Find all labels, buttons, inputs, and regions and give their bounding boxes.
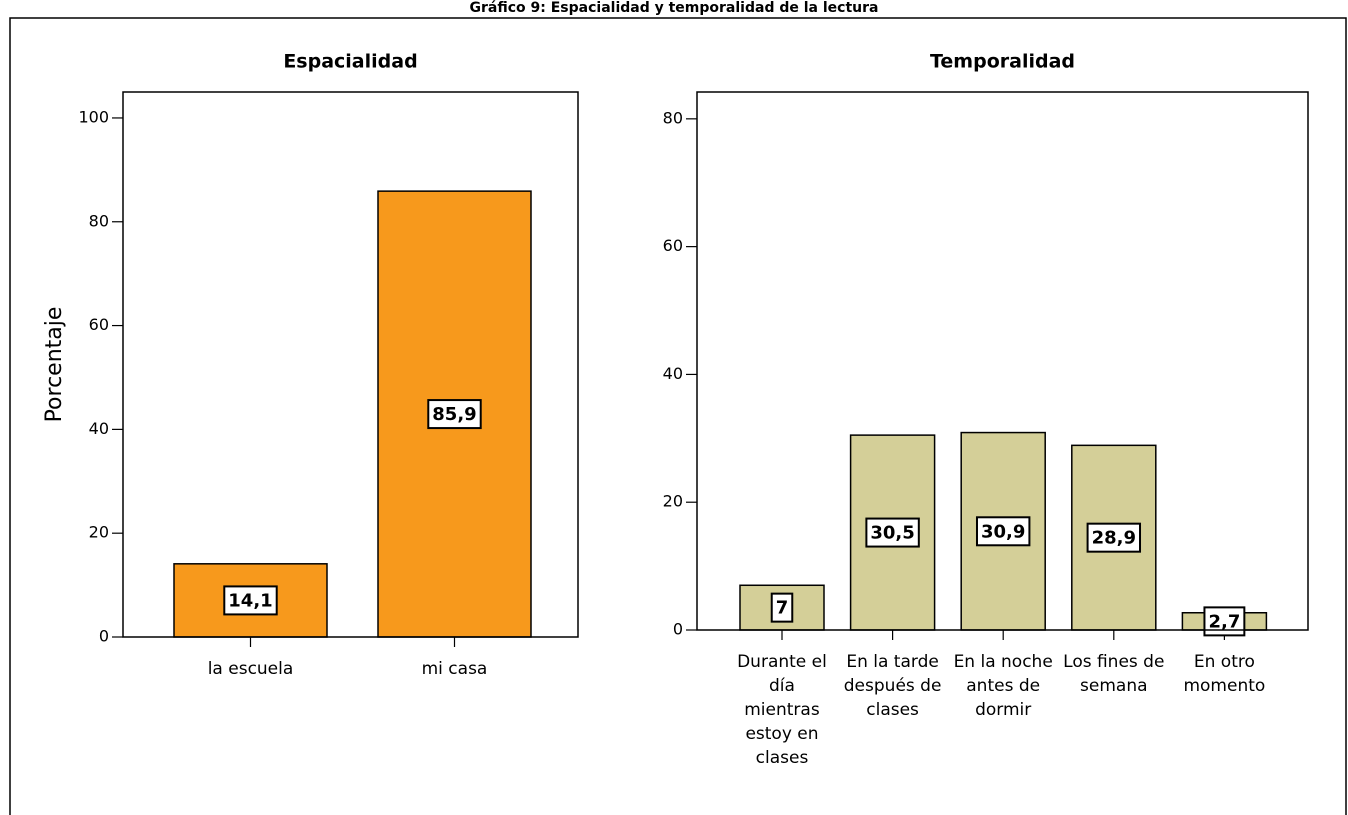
- x-tick-label: En la noche antes de dormir: [953, 652, 1053, 720]
- x-tick-label-box: En la noche antes de dormir: [953, 652, 1053, 720]
- value-label-box: [223, 585, 278, 616]
- x-tick-label: En la tarde después de clases: [843, 652, 942, 720]
- x-tick-label-box: Los fines de semana: [1063, 652, 1165, 696]
- x-tick-label: Durante el día mientras estoy en clases: [737, 652, 827, 768]
- value-label-box: [770, 592, 794, 623]
- x-tick-label: la escuela: [207, 659, 294, 679]
- x-tick-label-box: mi casa: [421, 659, 488, 679]
- page-title: Gráfico 9: Espacialidad y temporalidad d…: [470, 0, 879, 16]
- y-tick-label: 20: [663, 492, 683, 511]
- y-tick-label: 40: [663, 364, 683, 383]
- plot-frame: [122, 91, 579, 638]
- y-tick-label: 20: [89, 523, 109, 542]
- y-tick-label: 80: [89, 211, 109, 230]
- y-tick-label: 60: [663, 236, 683, 255]
- x-tick-label-box: Durante el día mientras estoy en clases: [737, 652, 827, 768]
- value-label: 7: [776, 598, 789, 619]
- value-label-box: [975, 516, 1031, 547]
- y-tick-label: 40: [89, 419, 109, 438]
- y-tick-label: 80: [663, 108, 683, 127]
- value-label: 30,5: [870, 523, 914, 544]
- chart-title: Espacialidad: [283, 51, 417, 73]
- plot-frame: [696, 91, 1309, 631]
- value-label-box: [865, 517, 920, 548]
- chart-title: Temporalidad: [930, 51, 1075, 73]
- value-label-box: [427, 399, 482, 430]
- value-label: 2,7: [1208, 611, 1240, 632]
- x-tick-label: En otro momento: [1183, 652, 1266, 696]
- x-tick-label: mi casa: [421, 659, 488, 679]
- value-label: 30,9: [981, 521, 1025, 542]
- y-axis-label: Porcentaje: [42, 307, 67, 423]
- x-tick-label-box: En la tarde después de clases: [843, 652, 942, 720]
- y-tick-label: 0: [673, 620, 683, 639]
- value-label: 85,9: [432, 404, 476, 425]
- x-tick-label-box: la escuela: [207, 659, 294, 679]
- y-tick-label: 100: [78, 107, 109, 126]
- value-label-box: [1086, 522, 1142, 553]
- value-label: 14,1: [228, 590, 272, 611]
- y-tick-label: 0: [99, 627, 109, 646]
- x-tick-label-box: En otro momento: [1183, 652, 1266, 696]
- value-label: 28,9: [1092, 528, 1136, 549]
- y-tick-label: 60: [89, 315, 109, 334]
- x-tick-label: Los fines de semana: [1063, 652, 1165, 696]
- frame: [9, 17, 1347, 815]
